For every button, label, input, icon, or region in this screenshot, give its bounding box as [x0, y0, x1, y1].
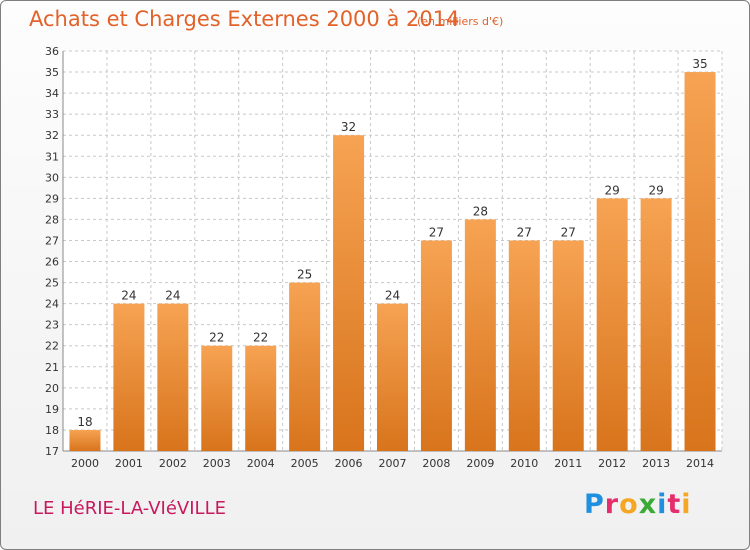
brand-logo: Proxiti — [584, 489, 692, 520]
y-tick-label: 32 — [45, 129, 59, 142]
bar — [245, 345, 277, 451]
y-tick-label: 26 — [45, 256, 59, 269]
bar-value-label: 24 — [385, 289, 400, 303]
y-tick-label: 28 — [45, 213, 59, 226]
y-tick-label: 36 — [45, 45, 59, 58]
x-tick-label: 2009 — [466, 457, 494, 470]
bar-value-label: 18 — [77, 415, 92, 429]
y-tick-label: 17 — [45, 445, 59, 458]
chart-title: Achats et Charges Externes 2000 à 2014 — [29, 7, 460, 31]
bar — [377, 303, 408, 451]
brand-logo-letter: i — [657, 489, 668, 520]
y-tick-label: 24 — [45, 298, 59, 311]
y-tick-label: 27 — [45, 234, 59, 247]
bar — [596, 198, 628, 451]
y-tick-label: 29 — [45, 192, 59, 205]
bar — [464, 219, 496, 451]
brand-logo-letter: i — [681, 489, 692, 520]
y-tick-label: 20 — [45, 382, 59, 395]
bar — [508, 240, 540, 451]
bar-value-label: 27 — [561, 225, 576, 239]
bar — [69, 429, 101, 451]
bar — [684, 72, 716, 451]
x-tick-label: 2003 — [203, 457, 231, 470]
bar-value-label: 29 — [605, 183, 620, 197]
y-tick-label: 30 — [45, 171, 59, 184]
bar — [420, 240, 452, 451]
brand-logo-letter: x — [638, 489, 658, 520]
y-tick-label: 22 — [45, 340, 59, 353]
x-tick-label: 2011 — [554, 457, 582, 470]
brand-logo-letter: P — [584, 489, 605, 520]
bar — [552, 240, 584, 451]
x-tick-label: 2008 — [422, 457, 450, 470]
bar-value-label: 32 — [341, 120, 356, 134]
x-tick-label: 2004 — [247, 457, 275, 470]
y-tick-label: 35 — [45, 66, 59, 79]
bar — [640, 198, 672, 451]
chart-unit-note: (en milliers d'€) — [417, 15, 504, 28]
bar — [289, 282, 321, 451]
x-tick-label: 2007 — [379, 457, 407, 470]
brand-logo-letter: t — [667, 489, 682, 520]
bar-value-label: 22 — [253, 331, 268, 345]
bar-value-label: 24 — [121, 289, 136, 303]
brand-logo-letter: o — [619, 489, 639, 520]
y-tick-label: 34 — [45, 87, 59, 100]
bar — [157, 303, 189, 451]
x-tick-label: 2006 — [335, 457, 363, 470]
bar-value-label: 24 — [165, 289, 180, 303]
y-tick-label: 23 — [45, 319, 59, 332]
bar — [333, 135, 365, 452]
brand-logo-letter: r — [604, 489, 620, 520]
y-tick-label: 21 — [45, 361, 59, 374]
y-tick-label: 25 — [45, 277, 59, 290]
bar-value-label: 28 — [473, 204, 488, 218]
x-tick-label: 2005 — [291, 457, 319, 470]
y-tick-label: 33 — [45, 108, 59, 121]
bar-value-label: 29 — [648, 183, 663, 197]
x-tick-label: 2001 — [115, 457, 143, 470]
x-tick-label: 2010 — [510, 457, 538, 470]
y-tick-label: 18 — [45, 424, 59, 437]
place-name: LE HéRIE-LA-VIéVILLE — [33, 498, 226, 519]
y-tick-label: 19 — [45, 403, 59, 416]
x-tick-label: 2012 — [598, 457, 626, 470]
x-tick-label: 2000 — [71, 457, 99, 470]
bar-value-label: 25 — [297, 268, 312, 282]
y-tick-label: 31 — [45, 150, 59, 163]
bar-value-label: 22 — [209, 331, 224, 345]
bar — [201, 345, 233, 451]
x-tick-label: 2013 — [642, 457, 670, 470]
bar — [113, 303, 145, 451]
x-tick-label: 2002 — [159, 457, 187, 470]
bar-value-label: 27 — [429, 225, 444, 239]
x-tick-label: 2014 — [686, 457, 714, 470]
bar-value-label: 35 — [692, 57, 707, 71]
bar-value-label: 27 — [517, 225, 532, 239]
